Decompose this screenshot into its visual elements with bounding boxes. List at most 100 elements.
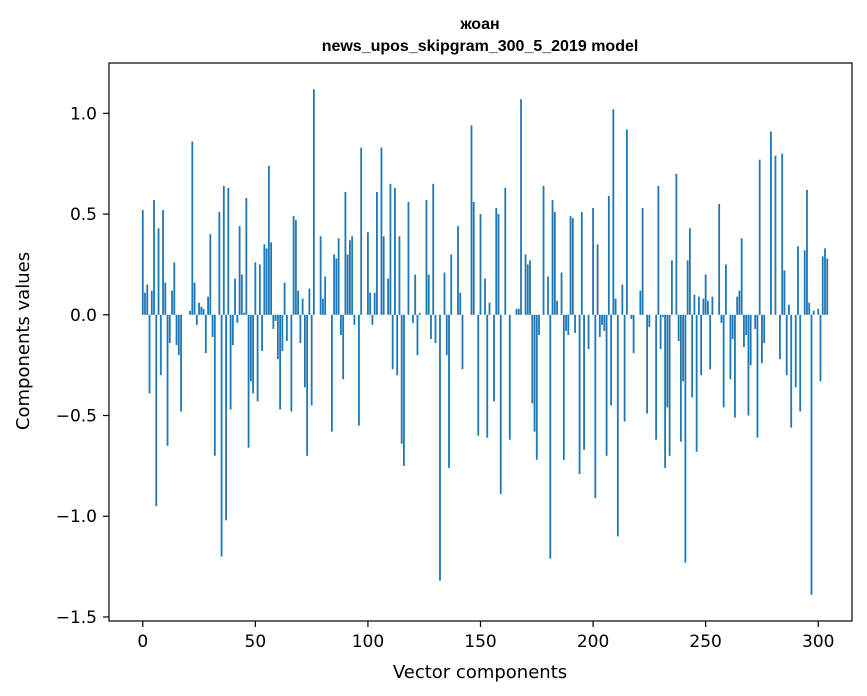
bar (749, 314, 752, 366)
bar (722, 314, 725, 408)
bar (499, 314, 502, 495)
bar (310, 314, 313, 406)
bar (430, 314, 432, 339)
bar (686, 260, 689, 315)
bar (824, 248, 826, 315)
bar (610, 314, 612, 406)
bar (200, 306, 203, 315)
bar (488, 302, 491, 315)
bar (826, 258, 829, 315)
bar (344, 191, 347, 315)
x-axis-label: Vector components (393, 662, 567, 683)
bar (788, 304, 790, 315)
bar (616, 314, 619, 537)
bar (247, 314, 250, 448)
bar (799, 314, 802, 412)
bar (596, 244, 599, 315)
bar (569, 216, 572, 315)
y-tick-label: −1.0 (56, 507, 97, 527)
bar (367, 232, 369, 315)
bar (146, 284, 149, 315)
bar (276, 314, 279, 360)
bar (729, 314, 732, 380)
bar (556, 300, 558, 315)
x-tick-label: 0 (137, 632, 148, 652)
bar (204, 314, 207, 354)
bar (245, 197, 248, 315)
bar (425, 199, 428, 315)
bar (763, 314, 766, 344)
bar (797, 246, 799, 315)
bar (342, 314, 345, 380)
bar (459, 292, 462, 315)
bar (603, 314, 606, 331)
bar (261, 314, 263, 352)
bar (783, 270, 786, 315)
bar (812, 310, 815, 315)
bar (754, 314, 757, 329)
bar (583, 314, 585, 450)
bar (711, 296, 714, 315)
bar (720, 314, 723, 323)
bar (191, 141, 194, 315)
chart-title-line2: news_upos_skipgram_300_5_2019 model (322, 38, 639, 55)
bar (675, 173, 678, 315)
bar (234, 278, 236, 315)
bar (605, 314, 608, 456)
bar (180, 314, 182, 412)
bar (376, 191, 378, 315)
x-tick-label: 200 (577, 632, 609, 652)
bar (734, 314, 736, 418)
bar (394, 187, 396, 315)
bar (432, 183, 435, 315)
plot-frame (108, 62, 853, 622)
bar (227, 187, 230, 315)
bar (222, 185, 225, 315)
bar (202, 308, 205, 315)
bar (387, 278, 390, 315)
bar (679, 314, 682, 442)
bar (382, 236, 385, 315)
bar (360, 147, 363, 315)
bar (414, 274, 417, 315)
y-tick-label: 1.0 (70, 104, 97, 124)
bar (477, 314, 480, 436)
bar (774, 155, 777, 315)
bar (207, 296, 209, 315)
bar (211, 314, 214, 337)
bar (497, 214, 500, 315)
bar (698, 296, 700, 315)
bar (580, 212, 583, 315)
bar (418, 312, 421, 315)
bar (526, 264, 529, 315)
bar (157, 228, 160, 315)
bar (337, 238, 340, 315)
bar (270, 242, 273, 315)
bar (148, 314, 151, 394)
bar (553, 212, 556, 315)
bar (740, 238, 743, 315)
bar (398, 236, 401, 315)
bar (373, 292, 376, 315)
bar (747, 314, 750, 416)
bar (632, 314, 635, 354)
bar (220, 314, 223, 557)
bar (319, 236, 322, 315)
bar (396, 314, 399, 376)
bar (808, 302, 811, 315)
x-tick-label: 100 (352, 632, 384, 652)
bar (508, 314, 511, 440)
bar (312, 89, 315, 315)
bar (434, 314, 437, 344)
bar (641, 208, 644, 315)
bar (571, 218, 574, 315)
bar (177, 314, 180, 356)
bar (403, 314, 405, 466)
bar (369, 292, 372, 315)
bars-group (141, 89, 829, 595)
bar (574, 314, 576, 333)
bar (321, 298, 324, 315)
x-tick-label: 250 (689, 632, 721, 652)
bar (267, 165, 270, 315)
bar (371, 314, 374, 325)
